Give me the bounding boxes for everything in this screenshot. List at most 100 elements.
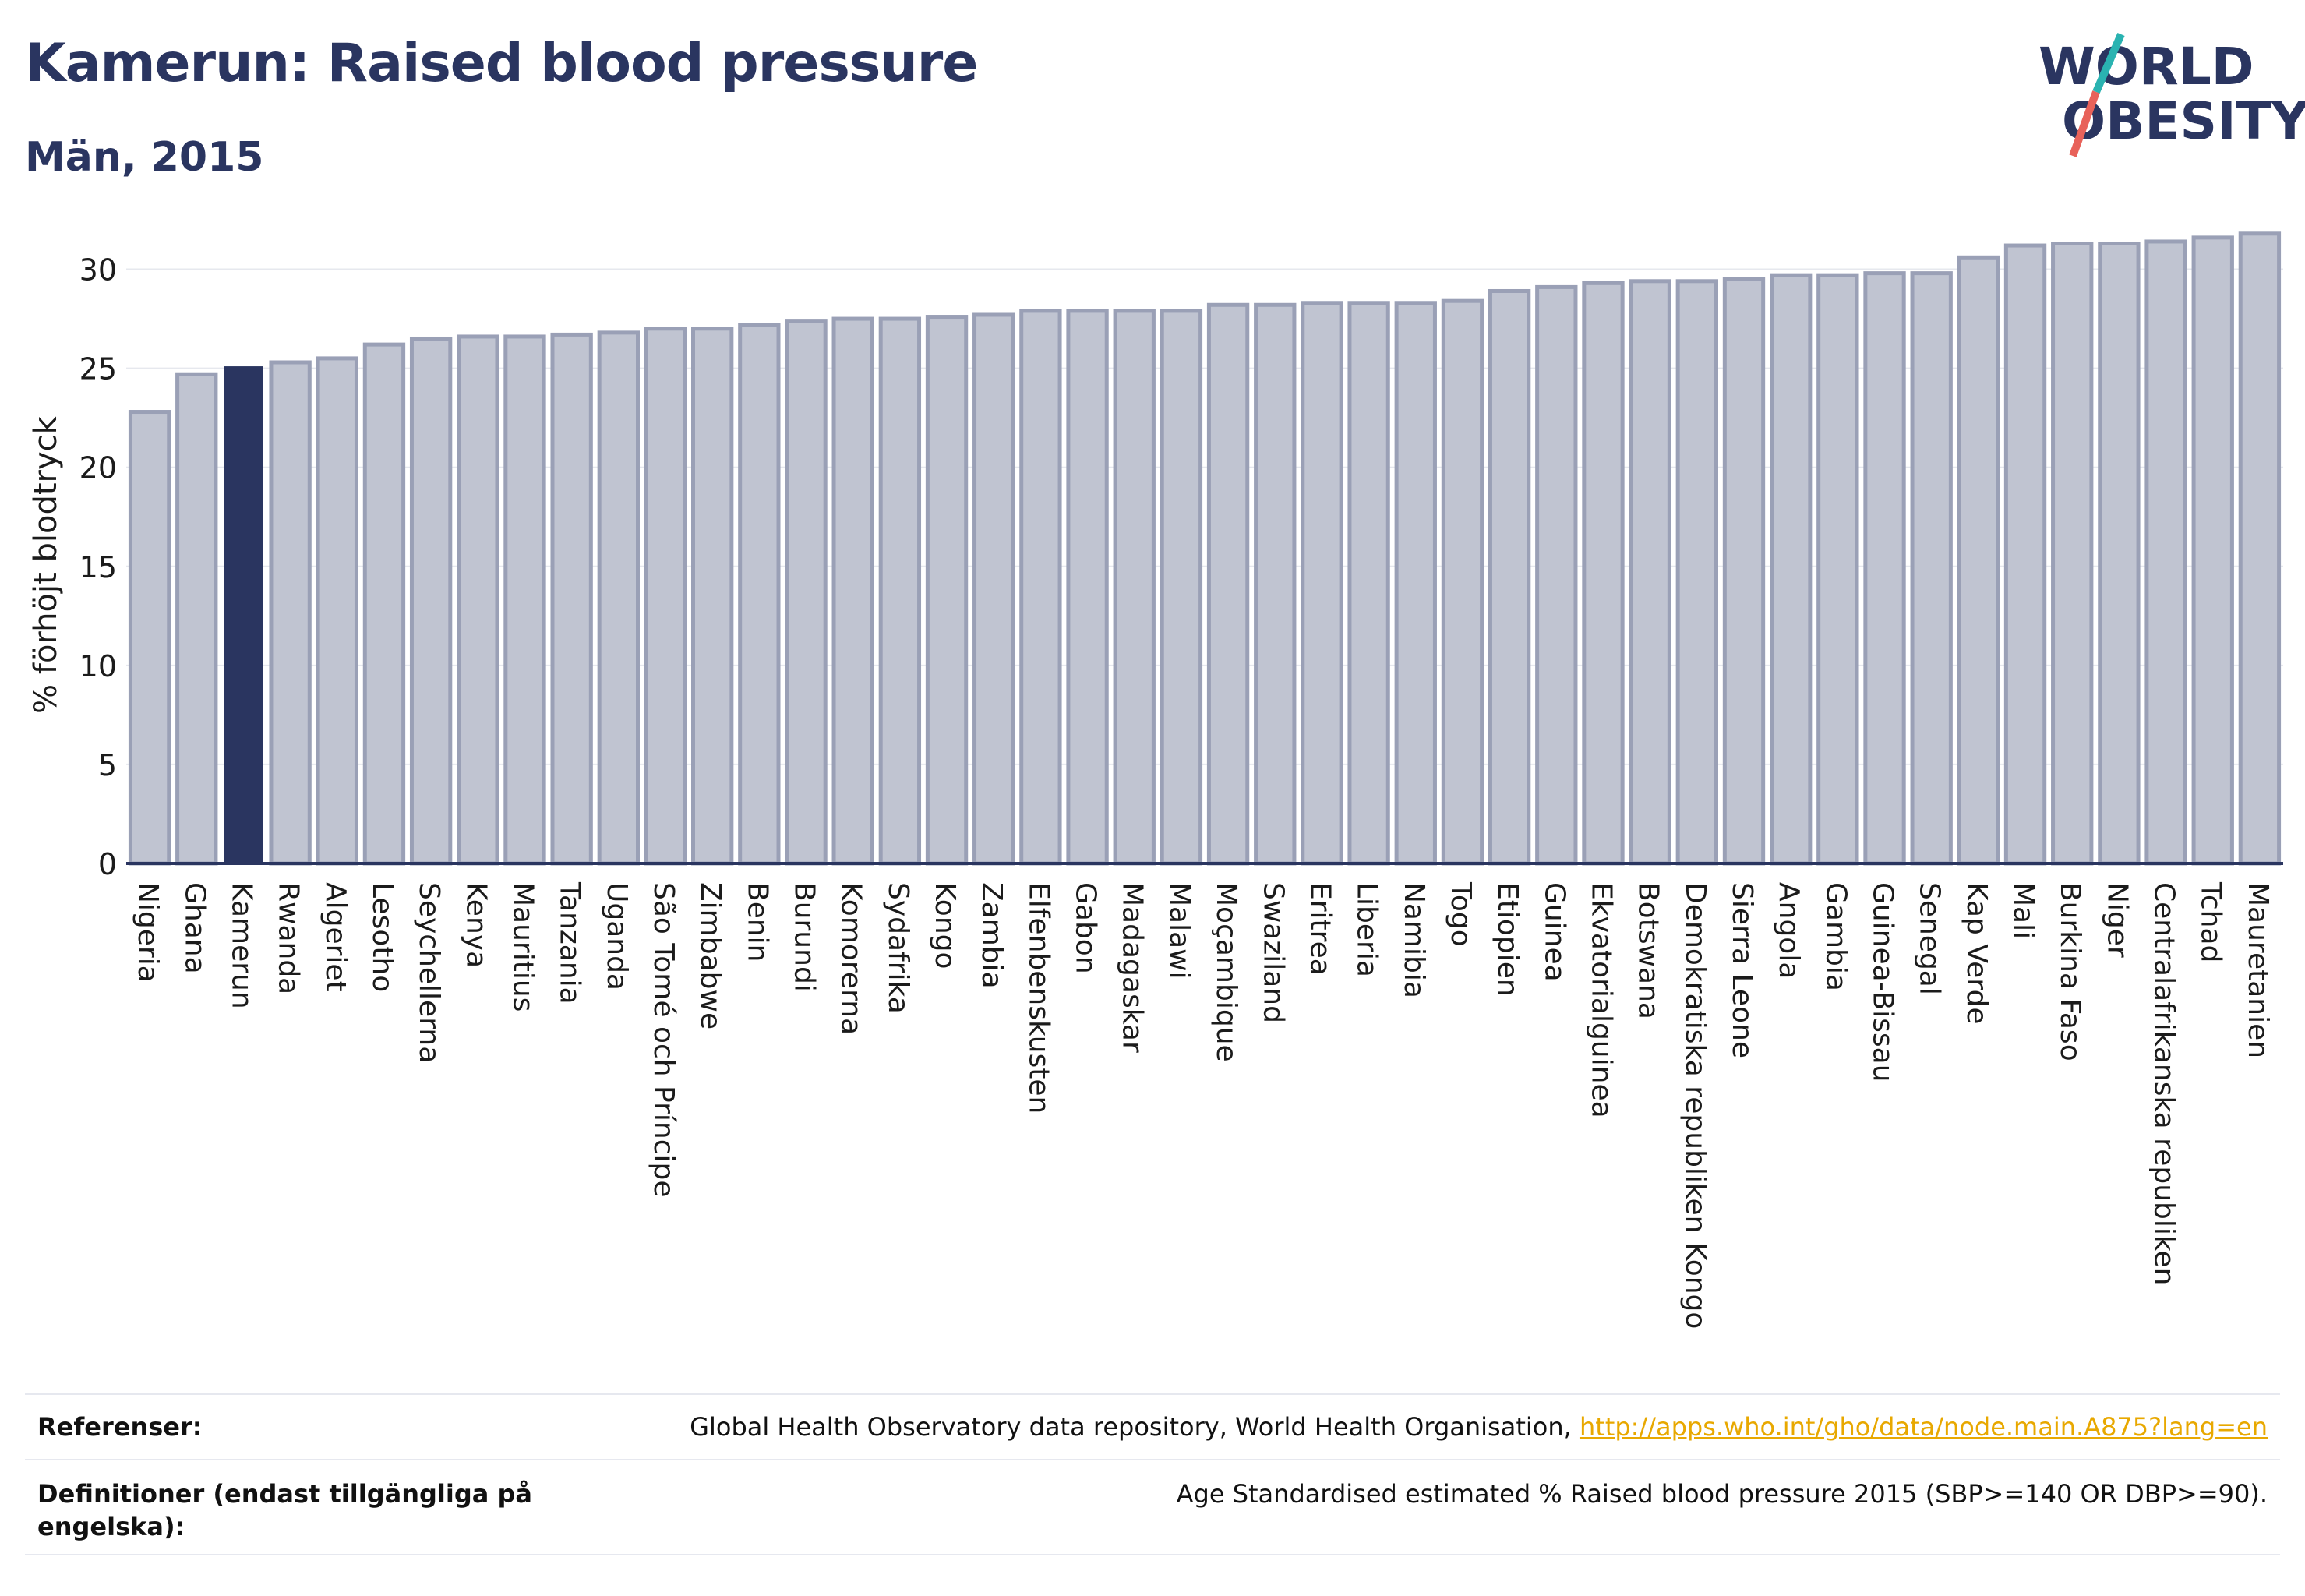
bar-guinea-bissau[interactable]	[1863, 271, 1906, 866]
bar-burundi[interactable]	[785, 319, 828, 866]
bar-gabon[interactable]	[1066, 309, 1109, 866]
x-tick-label: Burkina Faso	[2054, 882, 2086, 1061]
x-tick-label: Swaziland	[1257, 882, 1289, 1023]
x-tick-label: Gambia	[1820, 882, 1851, 991]
bar-malawi[interactable]	[1160, 309, 1203, 866]
logo-line-1: WORLD	[2038, 37, 2254, 97]
x-tick-label: Burundi	[789, 882, 821, 992]
bar-mo-ambique[interactable]	[1206, 302, 1250, 866]
bar-mali[interactable]	[2003, 243, 2047, 866]
page-title: Kamerun: Raised blood pressure	[25, 33, 978, 94]
logo-graphic: WORLD OBESITY	[2038, 33, 2305, 157]
definitions-row: Definitioner (endast tillgängliga på eng…	[25, 1459, 2280, 1554]
bar-namibia[interactable]	[1394, 301, 1437, 866]
x-tick-label: Niger	[2101, 882, 2133, 958]
world-obesity-logo: WORLD OBESITY	[2034, 31, 2305, 164]
x-tick-label: Namibia	[1398, 882, 1430, 998]
x-tick-label: Senegal	[1914, 882, 1946, 995]
bar-botswana[interactable]	[1629, 279, 1671, 866]
y-tick-labels: 0 5 10 15 20 25 30	[79, 253, 117, 881]
bar-swaziland[interactable]	[1254, 302, 1297, 866]
references-text: Global Health Observatory data repositor…	[690, 1412, 1572, 1442]
x-tick-label: Etiopien	[1491, 882, 1523, 997]
bar-kenya[interactable]	[457, 334, 499, 866]
bar-demokratiska-republiken-kongo[interactable]	[1675, 279, 1718, 866]
x-tick-label: Seychellerna	[413, 882, 445, 1063]
logo-line-2: OBESITY	[2062, 91, 2305, 151]
bar-s-o-tom-och-pr-ncipe[interactable]	[644, 327, 687, 866]
bar-ghana[interactable]	[175, 372, 218, 866]
bar-etiopien[interactable]	[1488, 288, 1531, 866]
bars	[128, 231, 2282, 866]
footer-bottom-rule	[25, 1554, 2280, 1555]
bar-madagaskar[interactable]	[1113, 309, 1156, 866]
bar-ekvatorialguinea[interactable]	[1582, 281, 1625, 866]
x-tick-label: São Tomé och Príncipe	[648, 882, 679, 1198]
x-tick-label: Zimbabwe	[694, 882, 726, 1029]
x-tick-labels: Nigeria Ghana Kamerun Rwanda Algeriet Lesotho…	[132, 881, 2274, 1329]
definitions-label: Definitioner (endast tillgängliga på eng…	[37, 1479, 532, 1541]
bar-lesotho[interactable]	[362, 342, 406, 866]
bar-niger[interactable]	[2098, 241, 2141, 866]
bar-tanzania[interactable]	[550, 332, 593, 866]
x-tick-label: Togo	[1445, 881, 1477, 947]
y-tick-label: 25	[79, 352, 117, 387]
bar-gambia[interactable]	[1816, 273, 1859, 866]
definitions-value: Age Standardised estimated % Raised bloo…	[1176, 1479, 2268, 1509]
x-tick-label: Kap Verde	[1961, 882, 1993, 1024]
bar-zambia[interactable]	[972, 312, 1015, 866]
x-tick-label: Kenya	[460, 882, 492, 968]
x-tick-label: Malawi	[1163, 882, 1195, 980]
bar-mauretanien[interactable]	[2238, 231, 2282, 866]
x-tick-label: Elfenbenskusten	[1022, 882, 1054, 1114]
bar-komorerna[interactable]	[831, 316, 874, 866]
bar-uganda[interactable]	[597, 330, 640, 866]
bar-rwanda[interactable]	[269, 360, 312, 866]
y-tick-label: 0	[98, 847, 117, 881]
bar-sydafrika[interactable]	[878, 316, 922, 866]
x-tick-label: Eritrea	[1304, 882, 1336, 976]
logo-slash-top	[2092, 33, 2125, 94]
bar-liberia[interactable]	[1347, 301, 1390, 866]
bar-kap-verde[interactable]	[1957, 255, 2000, 866]
bar-zimbabwe[interactable]	[691, 327, 734, 866]
x-tick-label: Rwanda	[273, 882, 305, 994]
bar-sierra-leone[interactable]	[1722, 277, 1766, 866]
bar-kamerun[interactable]	[224, 366, 263, 863]
bar-eritrea[interactable]	[1301, 301, 1343, 866]
bar-kongo[interactable]	[925, 315, 969, 866]
page-subtitle: Män, 2015	[25, 134, 264, 181]
x-tick-label: Lesotho	[366, 882, 398, 992]
bar-nigeria[interactable]	[128, 410, 171, 866]
x-tick-label: Kamerun	[225, 882, 257, 1009]
bar-seychellerna[interactable]	[409, 336, 453, 866]
x-tick-label: Ekvatorialguinea	[1585, 882, 1617, 1118]
bar-mauritius[interactable]	[503, 334, 546, 866]
bar-guinea[interactable]	[1535, 284, 1578, 866]
x-tick-label: Mauretanien	[2242, 882, 2274, 1058]
x-tick-label: Demokratiska republiken Kongo	[1679, 882, 1711, 1329]
x-tick-label: Guinea-Bissau	[1867, 882, 1899, 1082]
x-tick-label: Madagaskar	[1117, 882, 1149, 1053]
y-tick-label: 15	[79, 550, 117, 584]
bar-benin[interactable]	[738, 323, 781, 866]
references-link[interactable]: http://apps.who.int/gho/data/node.main.A…	[1579, 1412, 2268, 1442]
references-row: Referenser: Global Health Observatory da…	[25, 1393, 2280, 1459]
bar-centralafrikanska-republiken[interactable]	[2144, 239, 2187, 866]
bar-burkina-faso[interactable]	[2051, 241, 2094, 866]
bar-angola[interactable]	[1770, 273, 1813, 866]
bar-elfenbenskusten[interactable]	[1019, 309, 1062, 866]
x-tick-label: Centralafrikanska republiken	[2148, 882, 2180, 1285]
x-tick-label: Ghana	[178, 882, 210, 974]
x-tick-label: Botswana	[1633, 882, 1664, 1019]
x-tick-label: Sierra Leone	[1726, 882, 1758, 1058]
bar-togo[interactable]	[1441, 298, 1484, 866]
x-tick-label: Komorerna	[835, 882, 867, 1035]
x-tick-label: Angola	[1773, 882, 1805, 979]
bar-senegal[interactable]	[1910, 271, 1953, 866]
x-tick-label: Algeriet	[319, 882, 351, 992]
x-tick-label: Benin	[741, 882, 773, 962]
bar-tchad[interactable]	[2191, 235, 2234, 866]
bar-algeriet[interactable]	[316, 356, 358, 866]
y-tick-label: 30	[79, 253, 117, 288]
